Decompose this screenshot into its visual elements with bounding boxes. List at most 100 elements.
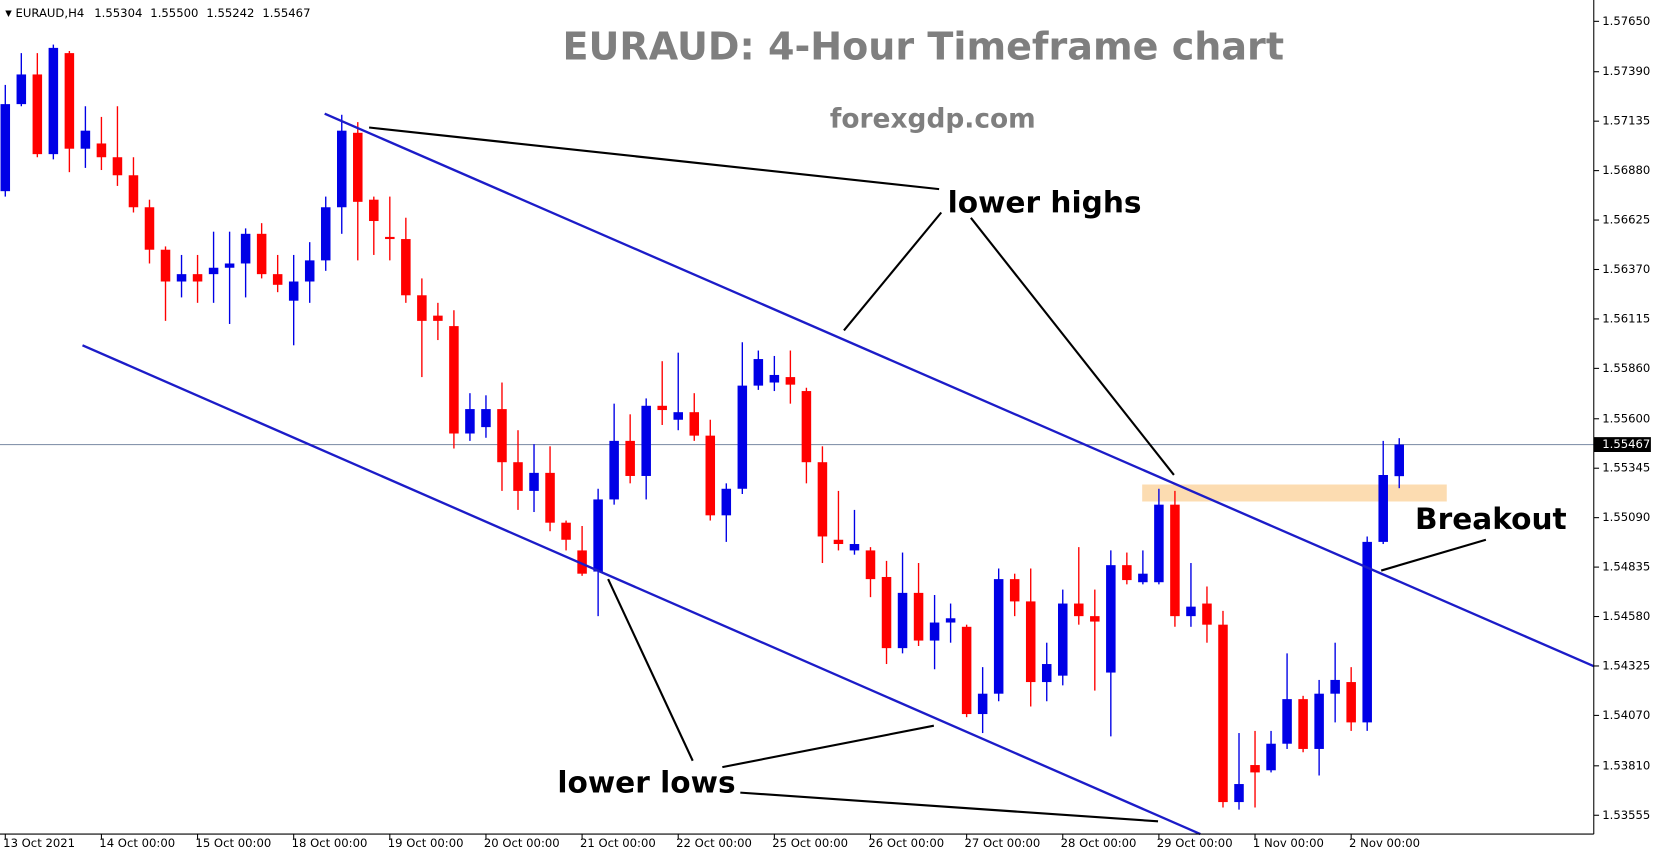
candle-body <box>401 239 411 296</box>
x-tick-label: 14 Oct 00:00 <box>99 836 175 850</box>
candle-body <box>1218 624 1228 803</box>
annotation-line <box>970 217 1175 476</box>
candle-body <box>1074 603 1084 617</box>
x-tick-label: 20 Oct 00:00 <box>484 836 560 850</box>
candle-body <box>80 130 91 149</box>
candle-body <box>753 359 764 386</box>
candle-body <box>417 295 427 321</box>
candle-body <box>641 405 651 476</box>
candle-body <box>849 544 860 551</box>
candle-body <box>112 157 123 176</box>
candle-body <box>1394 444 1404 477</box>
candle-body <box>144 207 155 250</box>
candle-body <box>1025 601 1036 683</box>
annotation-line <box>843 211 943 332</box>
candle-body <box>1250 765 1260 773</box>
candle-body <box>1266 743 1276 771</box>
x-tick-label: 1 Nov 00:00 <box>1253 836 1324 850</box>
candles <box>0 44 1404 810</box>
candle-body <box>240 233 251 264</box>
candle-body <box>945 618 956 623</box>
candle-body <box>513 462 523 491</box>
y-tick-label: 1.55600 <box>1602 411 1650 425</box>
y-tick-label: 1.53810 <box>1602 758 1650 772</box>
candle-body <box>785 377 796 385</box>
candle-body <box>929 622 940 641</box>
dropdown-arrow: ▼ <box>5 7 12 17</box>
annotation-line <box>740 791 1159 823</box>
candle-body <box>208 267 219 275</box>
candle-body <box>48 47 59 155</box>
info-low: 1.55242 <box>206 5 254 19</box>
candle-body <box>336 130 347 208</box>
candle-body <box>1314 693 1324 749</box>
y-tick-label: 1.56370 <box>1602 262 1650 276</box>
candle-body <box>609 440 619 500</box>
candle-body <box>833 539 844 545</box>
candle-body <box>1058 603 1068 676</box>
candle-body <box>593 499 603 572</box>
axes: 1.57650 1.57390 1.57135 1.56880 1.56625 1.563… <box>3 14 1651 850</box>
candle-body <box>993 579 1004 694</box>
x-tick-label: 25 Oct 00:00 <box>772 836 848 850</box>
candle-body <box>881 576 892 649</box>
x-tick-label: 15 Oct 00:00 <box>195 836 271 850</box>
candle-body <box>1106 565 1116 673</box>
candle-body <box>1378 475 1388 542</box>
candle-body <box>128 175 139 208</box>
candle-body <box>913 592 924 641</box>
candle-body <box>689 412 700 436</box>
candle-body <box>561 522 571 540</box>
candle-body <box>272 274 283 285</box>
candle-body <box>465 409 475 434</box>
candle-body <box>16 74 27 105</box>
candle-body <box>1202 603 1212 625</box>
annotation-line <box>368 126 940 191</box>
candle-body <box>32 74 43 155</box>
chart-subtitle: forexgdp.com <box>830 104 1036 135</box>
current-price-label: 1.55467 <box>1602 437 1650 451</box>
y-tick-label: 1.55090 <box>1602 510 1650 524</box>
candle-body <box>1362 541 1372 723</box>
x-tick-label: 27 Oct 00:00 <box>965 836 1041 850</box>
y-tick-label: 1.54580 <box>1602 609 1650 623</box>
candle-body <box>1090 616 1100 622</box>
chart-title: EURAUD: 4-Hour Timeframe chart <box>563 24 1285 68</box>
candle-body <box>1009 579 1020 602</box>
info-close: 1.55467 <box>262 5 310 19</box>
candle-body <box>497 409 507 463</box>
symbol-info: ▼ EURAUD,H4 1.55304 1.55500 1.55242 1.55… <box>5 5 310 19</box>
x-tick-label: 21 Oct 00:00 <box>580 836 656 850</box>
annotation-text: lower highs <box>948 184 1142 219</box>
candle-body <box>577 550 587 574</box>
symbol: EURAUD,H4 <box>15 5 84 19</box>
candle-body <box>721 488 732 516</box>
candle-body <box>1154 504 1164 583</box>
x-tick-label: 13 Oct 2021 <box>3 836 75 850</box>
candle-body <box>1186 606 1196 617</box>
candle-body <box>529 472 539 491</box>
candle-body <box>769 374 780 383</box>
candle-body <box>977 693 988 715</box>
x-tick-label: 29 Oct 00:00 <box>1157 836 1233 850</box>
candle-body <box>865 550 876 580</box>
y-tick-label: 1.56625 <box>1602 213 1650 227</box>
annotation-line <box>607 578 694 762</box>
candle-body <box>288 281 299 301</box>
candle-body <box>897 592 908 649</box>
x-tick-label: 22 Oct 00:00 <box>676 836 752 850</box>
info-high: 1.55500 <box>150 5 198 19</box>
y-tick-label: 1.56880 <box>1602 163 1650 177</box>
x-tick-label: 26 Oct 00:00 <box>868 836 944 850</box>
chart-layer <box>0 444 1594 502</box>
y-tick-label: 1.54325 <box>1602 658 1650 672</box>
candle-body <box>385 236 395 240</box>
y-tick-label: 1.55860 <box>1602 361 1650 375</box>
candle-body <box>96 143 107 158</box>
candle-body <box>705 435 716 516</box>
candle-body <box>801 391 812 463</box>
y-tick-label: 1.57135 <box>1602 114 1650 128</box>
candle-body <box>1346 682 1356 723</box>
